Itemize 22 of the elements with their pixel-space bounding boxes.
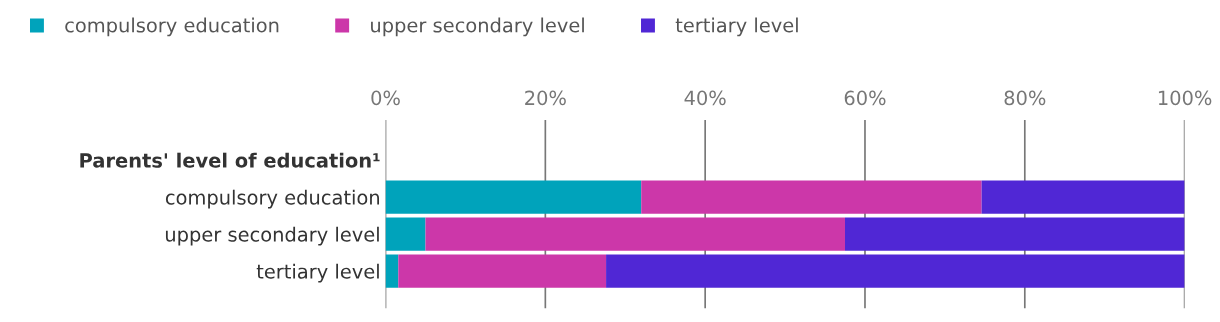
bar	[606, 254, 1185, 288]
bar	[385, 254, 399, 288]
y-tick-label: tertiary level	[256, 263, 379, 283]
legend-label: upper secondary level	[371, 17, 584, 37]
x-tick-label: 60%	[844, 90, 886, 106]
bar	[398, 254, 607, 288]
bar	[845, 217, 1185, 251]
x-tick-label: 40%	[684, 90, 726, 106]
legend-label: compulsory education	[65, 17, 279, 37]
x-tick-label: 0%	[371, 90, 400, 106]
x-tick-label: 100%	[1158, 90, 1212, 106]
x-tick-label: 20%	[525, 90, 566, 106]
bar	[385, 180, 642, 214]
bar	[425, 217, 845, 251]
y-tick-label: compulsory education	[165, 189, 380, 209]
y-tick-label: Parents' level of education¹	[80, 152, 380, 168]
bar	[981, 180, 1185, 214]
bar	[385, 217, 426, 251]
x-tick-label: 80%	[1004, 90, 1046, 106]
y-tick-label: upper secondary level	[165, 226, 379, 246]
legend-label: tertiary level	[675, 17, 798, 37]
bar	[641, 180, 982, 214]
